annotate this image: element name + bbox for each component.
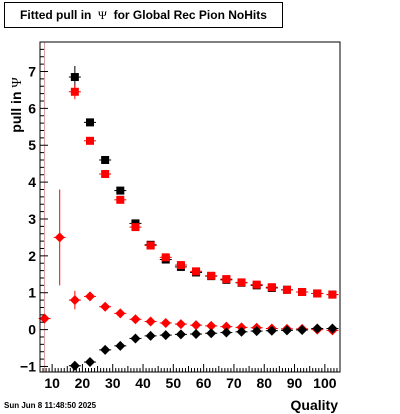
data-point-diamond bbox=[221, 327, 232, 338]
plot-frame bbox=[39, 41, 341, 373]
data-point-square bbox=[328, 290, 337, 299]
data-point-diamond bbox=[130, 314, 141, 325]
timestamp: Sun Jun 8 11:48:50 2025 bbox=[4, 401, 97, 410]
data-point-diamond bbox=[221, 321, 232, 332]
data-point-square bbox=[86, 136, 94, 145]
axis-layer: −1 0 1 2 3 4 5 6 7 10 20 30 40 50 60 70 80 90 100 bbox=[20, 48, 341, 391]
y-tick-label: −1 bbox=[20, 358, 36, 374]
data-point-diamond bbox=[206, 320, 217, 331]
data-point-square bbox=[101, 155, 110, 164]
y-tick-label: 5 bbox=[28, 137, 36, 153]
x-tick-label: 50 bbox=[166, 375, 182, 391]
data-point-square bbox=[116, 195, 125, 204]
data-point-square bbox=[146, 241, 155, 250]
data-point-square bbox=[70, 73, 79, 82]
data-point-diamond bbox=[130, 333, 141, 344]
x-tick-label: 60 bbox=[196, 375, 212, 391]
y-tick-label: 7 bbox=[28, 63, 36, 79]
data-point-square bbox=[298, 287, 307, 296]
y-axis-title-text: pull in bbox=[8, 92, 24, 133]
y-tick-label: 3 bbox=[28, 211, 36, 227]
data-point-diamond bbox=[39, 313, 50, 324]
data-point-square bbox=[282, 285, 291, 294]
data-layer bbox=[38, 65, 339, 371]
data-point-square bbox=[207, 271, 216, 280]
y-tick-label: 6 bbox=[28, 100, 36, 116]
data-point-square bbox=[237, 278, 246, 287]
title-box: Fitted pull in Ψ for Global Rec Pion NoH… bbox=[4, 2, 283, 28]
data-point-diamond bbox=[191, 329, 202, 340]
title-suffix: for Global Rec Pion NoHits bbox=[113, 8, 267, 22]
data-point-square bbox=[86, 118, 94, 127]
data-point-square bbox=[267, 283, 276, 292]
data-point-square bbox=[222, 275, 231, 284]
x-tick-label: 90 bbox=[287, 375, 303, 391]
data-point-square bbox=[131, 223, 140, 232]
data-point-diamond bbox=[85, 357, 95, 368]
data-point-diamond bbox=[160, 317, 171, 328]
data-point-diamond bbox=[206, 328, 217, 339]
data-point-square bbox=[192, 267, 201, 276]
y-axis-title-psi: Ψ bbox=[10, 77, 25, 88]
data-point-diamond bbox=[115, 308, 126, 319]
title-psi-symbol: Ψ bbox=[98, 8, 107, 22]
data-point-diamond bbox=[251, 326, 262, 337]
data-point-diamond bbox=[175, 319, 186, 330]
data-point-diamond bbox=[160, 330, 171, 341]
data-point-diamond bbox=[175, 329, 186, 340]
data-point-diamond bbox=[145, 316, 156, 327]
data-point-diamond bbox=[69, 360, 80, 371]
data-point-square bbox=[161, 253, 170, 262]
data-point-square bbox=[101, 170, 110, 178]
data-point-square bbox=[313, 289, 322, 298]
data-point-diamond bbox=[100, 344, 111, 355]
data-point-diamond bbox=[236, 326, 247, 337]
title-prefix: Fitted pull in bbox=[20, 8, 92, 22]
y-tick-label: 0 bbox=[28, 322, 36, 338]
data-point-diamond bbox=[85, 291, 95, 302]
x-tick-label: 20 bbox=[75, 375, 91, 391]
data-point-diamond bbox=[54, 232, 65, 243]
data-point-diamond bbox=[281, 325, 292, 336]
x-axis-title: Quality bbox=[291, 397, 339, 413]
x-tick-label: 30 bbox=[105, 375, 121, 391]
data-point-diamond bbox=[191, 320, 202, 331]
data-point-diamond bbox=[100, 301, 111, 312]
data-point-diamond bbox=[266, 325, 277, 336]
data-point-square bbox=[70, 87, 79, 96]
x-tick-label: 10 bbox=[44, 375, 60, 391]
x-tick-label: 100 bbox=[313, 375, 337, 391]
chart-title: Fitted pull in Ψ for Global Rec Pion NoH… bbox=[5, 8, 282, 23]
data-point-square bbox=[252, 280, 261, 289]
data-point-diamond bbox=[115, 340, 126, 351]
x-tick-label: 70 bbox=[226, 375, 242, 391]
data-point-square bbox=[116, 186, 125, 195]
y-tick-label: 2 bbox=[28, 248, 36, 264]
data-point-diamond bbox=[69, 295, 80, 306]
y-tick-label: 1 bbox=[28, 285, 36, 301]
y-axis-title: pull in Ψ bbox=[8, 77, 25, 133]
data-point-diamond bbox=[145, 330, 156, 341]
data-point-diamond bbox=[312, 323, 323, 334]
x-tick-label: 80 bbox=[256, 375, 272, 391]
data-point-diamond bbox=[297, 324, 308, 335]
data-point-diamond bbox=[327, 323, 338, 334]
y-tick-label: 4 bbox=[28, 174, 36, 190]
x-tick-label: 40 bbox=[135, 375, 151, 391]
data-point-square bbox=[176, 261, 185, 270]
